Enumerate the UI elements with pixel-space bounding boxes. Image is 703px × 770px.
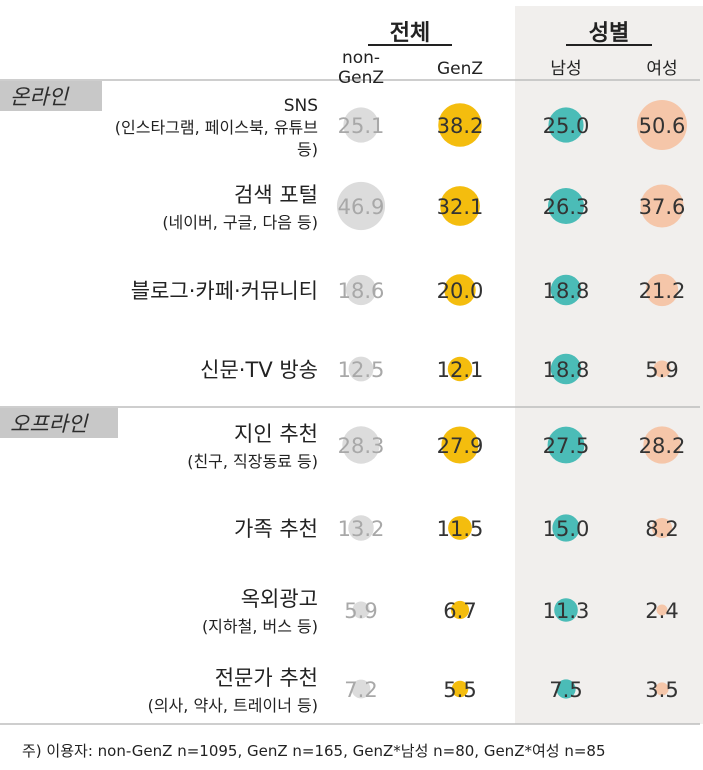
value-label: 18.6 (338, 279, 385, 303)
value-label: 5.5 (443, 678, 476, 702)
row-label: 전문가 추천 (215, 666, 318, 690)
bubble (348, 356, 374, 382)
bubble (336, 181, 386, 231)
value-label: 26.3 (543, 195, 590, 219)
bubbles: 25.1 38.2 25.0 50.6 46.9 32.1 26.3 37.6 18.6 20.0… (336, 100, 687, 702)
bubble (441, 426, 479, 464)
bubble (640, 184, 684, 228)
bubble (351, 679, 371, 699)
value-label: 27.5 (543, 434, 590, 458)
bubble (653, 360, 671, 378)
value-label: 28.3 (338, 434, 385, 458)
value-label: 5.9 (645, 358, 678, 382)
bubble (348, 515, 374, 541)
column-labels: non-GenZ GenZ 남성 여성 (338, 48, 678, 88)
row-label: 옥외광고 (241, 587, 318, 611)
row-sublabel: (친구, 직장동료 등) (187, 452, 318, 471)
row-sublabel: 등) (297, 140, 318, 159)
bubble (637, 100, 687, 150)
bubble (656, 604, 668, 616)
value-label: 28.2 (639, 434, 686, 458)
value-label: 5.9 (344, 599, 377, 623)
section-label-bg (0, 408, 118, 438)
row-sublabel: (네이버, 구글, 다음 등) (162, 213, 318, 232)
bubble (645, 273, 679, 307)
bubble (448, 516, 472, 540)
value-label: 7.2 (344, 678, 377, 702)
bubble (345, 274, 377, 306)
row-label: SNS (284, 96, 318, 116)
section-label-bg (0, 81, 102, 111)
bubble (342, 426, 380, 464)
column-label: GenZ (437, 59, 483, 79)
bubble (438, 103, 482, 147)
bubble (352, 601, 370, 619)
bubble (451, 680, 469, 698)
section-label: 온라인 (10, 85, 70, 109)
footnote: 주) 이용자: non-GenZ n=1095, GenZ n=165, Gen… (22, 742, 606, 760)
row-label: 신문·TV 방송 (200, 358, 318, 382)
value-label: 32.1 (437, 195, 484, 219)
value-label: 11.3 (543, 599, 590, 623)
value-label: 11.5 (437, 517, 484, 541)
bubble (554, 598, 578, 622)
bubble (444, 274, 476, 306)
value-label: 20.0 (437, 279, 484, 303)
bubble (550, 274, 582, 306)
bubble (547, 426, 585, 464)
row-label: 검색 포털 (234, 183, 318, 207)
row-sublabel: (지하철, 버스 등) (202, 617, 318, 636)
section-label: 오프라인 (10, 412, 89, 436)
value-label: 37.6 (639, 195, 686, 219)
row-sublabel: (인스타그램, 페이스북, 유튜브 (115, 118, 318, 137)
bubble (343, 107, 379, 143)
column-label: 여성 (646, 59, 677, 79)
bubble (643, 426, 681, 464)
row-label: 블로그·카페·커뮤니티 (131, 279, 318, 303)
bubble (547, 187, 585, 225)
value-label: 2.4 (645, 599, 678, 623)
row-sublabel: (의사, 약사, 트레이너 등) (148, 696, 318, 715)
bubble (447, 356, 473, 382)
value-label: 8.2 (645, 517, 678, 541)
group-title-total: 전체 (390, 21, 430, 46)
value-label: 3.5 (645, 678, 678, 702)
value-label: 15.0 (543, 517, 590, 541)
value-label: 50.6 (639, 114, 686, 138)
value-label: 6.7 (443, 599, 476, 623)
row-label: 가족 추천 (234, 517, 318, 541)
bubble (552, 514, 580, 542)
bubble (440, 186, 480, 226)
bubble (550, 353, 582, 385)
value-label: 13.2 (338, 517, 385, 541)
value-label: 7.5 (549, 678, 582, 702)
group-title-gender: 성별 (589, 21, 629, 46)
bubble (556, 679, 576, 699)
value-label: 21.2 (639, 279, 686, 303)
value-label: 25.0 (543, 114, 590, 138)
column-label-line: GenZ (338, 68, 384, 88)
value-label: 27.9 (437, 434, 484, 458)
column-headers: 전체 성별 (368, 21, 652, 46)
value-label: 25.1 (338, 114, 385, 138)
column-label-line: non- (342, 48, 380, 68)
value-label: 18.8 (543, 358, 590, 382)
value-label: 12.1 (437, 358, 484, 382)
bubble (655, 682, 669, 696)
value-label: 46.9 (338, 195, 385, 219)
row-label: 지인 추천 (234, 422, 318, 446)
bubble (450, 600, 470, 620)
value-label: 12.5 (338, 358, 385, 382)
bubble (548, 107, 584, 143)
column-label: 남성 (550, 59, 581, 79)
value-label: 18.8 (543, 279, 590, 303)
bubble (651, 517, 673, 539)
value-label: 38.2 (437, 114, 484, 138)
